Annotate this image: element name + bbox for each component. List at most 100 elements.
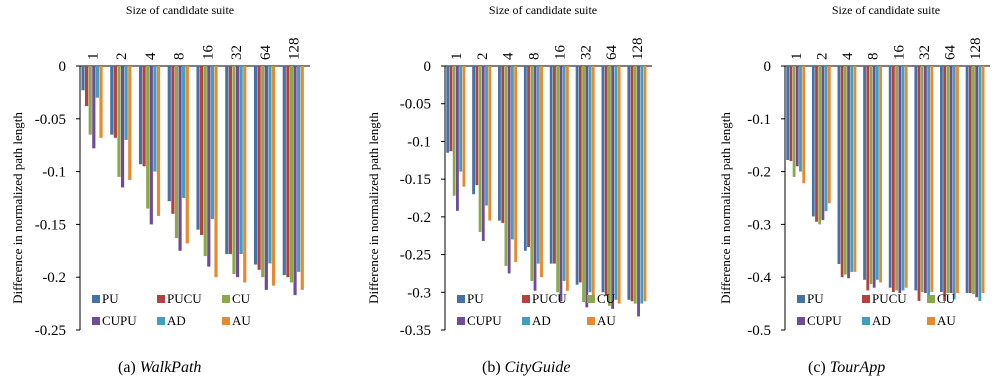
legend-label: CU bbox=[232, 291, 251, 306]
x-category-label: 8 bbox=[172, 53, 188, 61]
bar-ad-8 bbox=[875, 66, 879, 280]
legend-label: PU bbox=[467, 291, 484, 306]
bar-cupu-32 bbox=[235, 66, 240, 278]
caption-name: CityGuide bbox=[505, 359, 571, 376]
bar-ad-1 bbox=[95, 66, 99, 98]
legend-item-pucu: PUCU bbox=[157, 291, 202, 306]
bar-pu-1 bbox=[786, 66, 790, 160]
bar-cu-2 bbox=[818, 66, 822, 225]
bar-cu-128 bbox=[633, 66, 637, 304]
y-tick-label: -0.2 bbox=[407, 210, 431, 226]
bar-pucu-1 bbox=[449, 66, 453, 152]
y-tick-label: -0.5 bbox=[747, 323, 771, 339]
bar-cupu-4 bbox=[507, 66, 511, 274]
legend-swatch bbox=[522, 317, 530, 325]
bar-ad-8 bbox=[536, 66, 540, 264]
legend-label: CUPU bbox=[467, 313, 502, 328]
bar-au-16 bbox=[904, 66, 908, 288]
bar-pucu-8 bbox=[171, 66, 175, 214]
y-tick-label: -0.05 bbox=[35, 112, 66, 128]
x-category-label: 128 bbox=[968, 38, 984, 61]
bar-au-2 bbox=[488, 66, 492, 221]
bar-au-128 bbox=[300, 66, 304, 290]
legend-item-cu: CU bbox=[222, 291, 251, 306]
legend-label: CUPU bbox=[807, 313, 842, 328]
bar-ad-64 bbox=[614, 66, 618, 300]
bar-pucu-8 bbox=[527, 66, 530, 248]
bar-pu-1 bbox=[81, 66, 85, 91]
legend-label: AU bbox=[232, 313, 251, 328]
legend-label: PUCU bbox=[532, 291, 567, 306]
legend-item-cu: CU bbox=[587, 291, 616, 306]
bar-cu-16 bbox=[556, 66, 560, 293]
bar-cu-1 bbox=[452, 66, 456, 196]
bar-cupu-128 bbox=[293, 66, 297, 296]
caption-name: WalkPath bbox=[140, 359, 202, 376]
bar-cu-1 bbox=[792, 66, 796, 177]
bar-au-2 bbox=[827, 66, 831, 204]
bar-au-32 bbox=[591, 66, 595, 297]
legend-label: AD bbox=[532, 313, 551, 328]
bar-pucu-32 bbox=[578, 66, 582, 283]
bar-pu-64 bbox=[601, 66, 605, 293]
legend-swatch bbox=[92, 317, 100, 325]
bar-pucu-16 bbox=[553, 66, 556, 264]
caption-prefix: (a) bbox=[118, 359, 140, 376]
legend-item-au: AU bbox=[222, 313, 251, 328]
bar-cupu-1 bbox=[92, 66, 96, 149]
bar-cupu-2 bbox=[481, 66, 485, 241]
bar-pu-128 bbox=[627, 66, 631, 300]
y-tick-label: -0.2 bbox=[42, 270, 66, 286]
bar-au-32 bbox=[930, 66, 934, 292]
legend-item-pucu: PUCU bbox=[862, 291, 907, 306]
bar-cu-128 bbox=[972, 66, 975, 295]
bar-au-4 bbox=[514, 66, 518, 263]
bar-pucu-2 bbox=[815, 66, 818, 222]
bar-pucu-4 bbox=[142, 66, 146, 167]
bar-pucu-32 bbox=[228, 66, 232, 254]
bar-cu-2 bbox=[478, 66, 482, 232]
legend-label: AU bbox=[937, 313, 956, 328]
bar-cu-32 bbox=[920, 66, 924, 292]
legend-swatch bbox=[927, 317, 935, 325]
legend-swatch bbox=[157, 295, 165, 303]
bar-cupu-64 bbox=[949, 66, 953, 294]
x-category-label: 8 bbox=[866, 53, 882, 61]
bar-ad-1 bbox=[459, 66, 463, 172]
chart-1: 0 -0.05 -0.1 -0.15 -0.2 -0.25 -0.3 -0.35 Differe… bbox=[366, 3, 652, 376]
bar-cupu-4 bbox=[149, 66, 153, 225]
bar-cupu-16 bbox=[898, 66, 902, 294]
x-category-label: 1 bbox=[85, 53, 101, 61]
bar-cu-4 bbox=[843, 66, 847, 275]
bar-pu-64 bbox=[253, 66, 258, 265]
y-tick-label: 0 bbox=[59, 59, 67, 75]
x-category-label: 128 bbox=[630, 38, 646, 61]
bar-cupu-16 bbox=[207, 66, 211, 267]
legend-item-au: AU bbox=[587, 313, 616, 328]
legend-swatch bbox=[587, 317, 595, 325]
legend-label: AU bbox=[597, 313, 616, 328]
legend-swatch bbox=[222, 317, 230, 325]
caption: (b) CityGuide bbox=[482, 359, 570, 376]
legend-label: CU bbox=[937, 291, 956, 306]
x-category-label: 32 bbox=[229, 45, 245, 60]
x-category-label: 64 bbox=[258, 45, 274, 61]
y-axis-title: Difference in normalized path length bbox=[366, 112, 381, 304]
bar-pu-16 bbox=[549, 66, 553, 264]
bar-pucu-128 bbox=[630, 66, 634, 302]
bar-cupu-32 bbox=[585, 66, 589, 308]
bar-ad-4 bbox=[510, 66, 514, 240]
bar-pucu-32 bbox=[917, 66, 921, 301]
legend-item-ad: AD bbox=[522, 313, 551, 328]
legend-swatch bbox=[457, 317, 465, 325]
bar-au-2 bbox=[128, 66, 132, 181]
bar-au-64 bbox=[271, 66, 276, 286]
bar-cupu-2 bbox=[120, 66, 125, 188]
chart-title: Size of candidate suite bbox=[832, 3, 940, 17]
bar-cu-128 bbox=[289, 66, 294, 283]
y-tick-label: -0.25 bbox=[35, 323, 66, 339]
bar-pucu-64 bbox=[943, 66, 947, 301]
y-tick-label: -0.05 bbox=[400, 97, 431, 113]
x-category-label: 32 bbox=[917, 45, 933, 60]
chart-title: Size of candidate suite bbox=[126, 3, 234, 17]
